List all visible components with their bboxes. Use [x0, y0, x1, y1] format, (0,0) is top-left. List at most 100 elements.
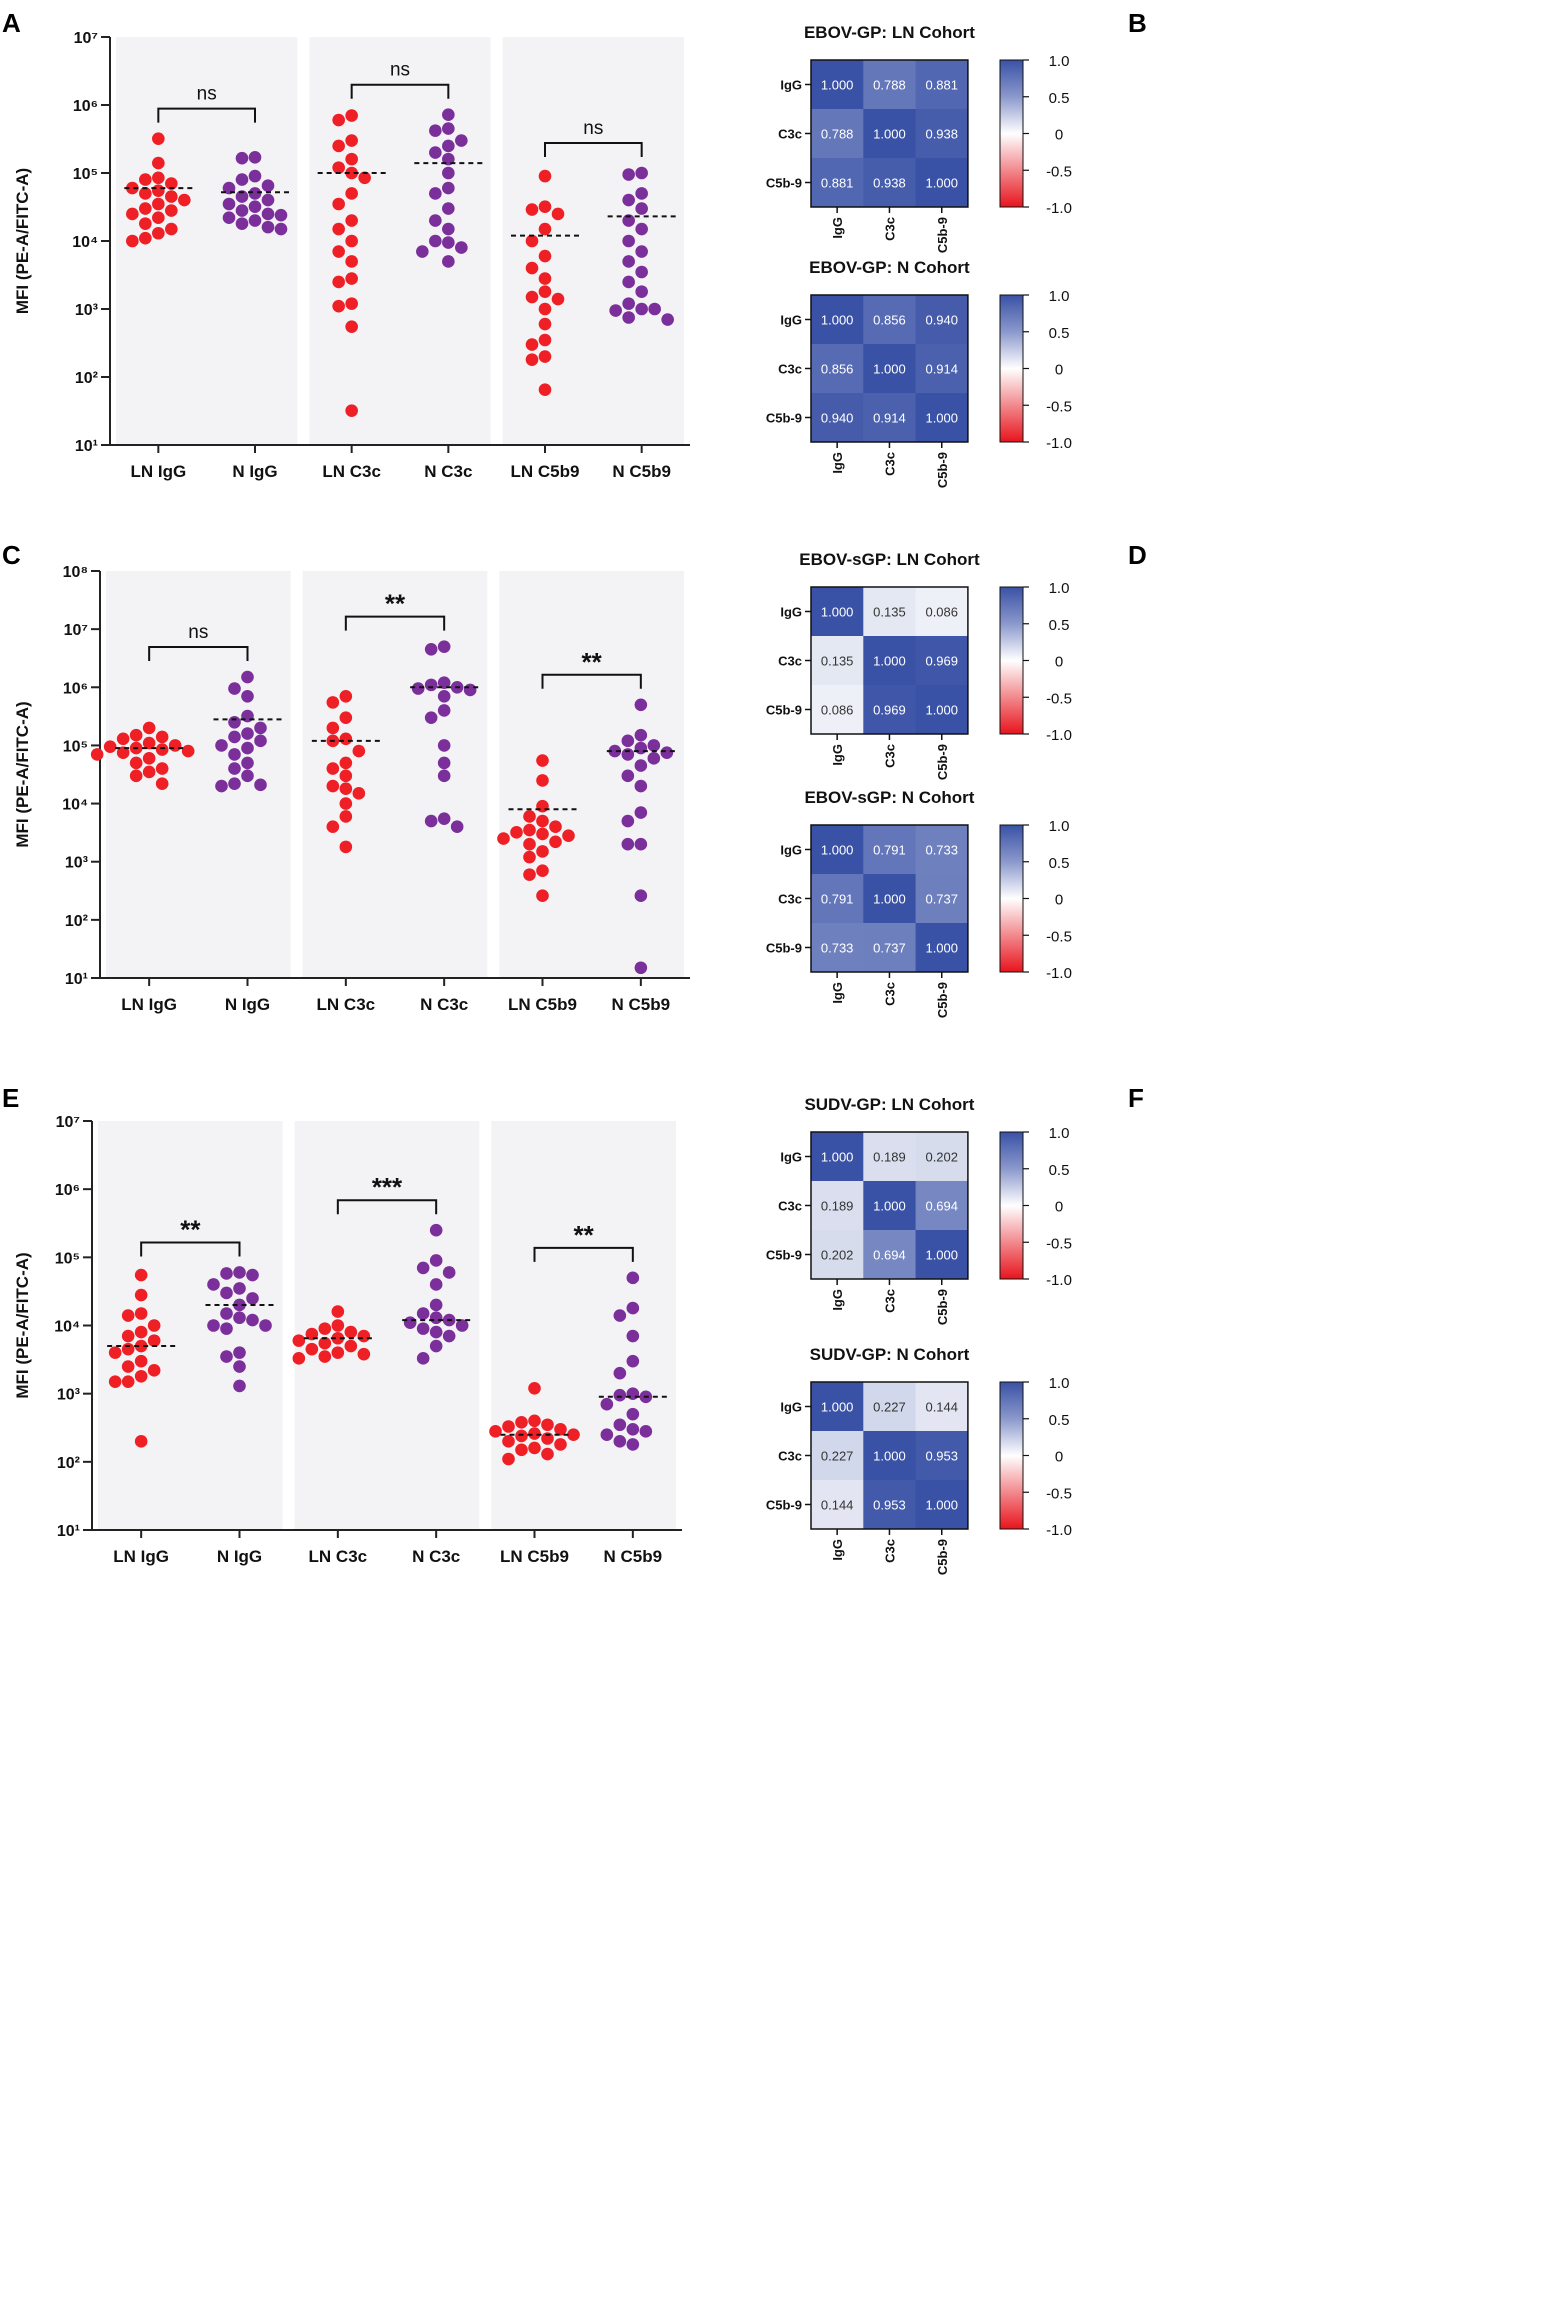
data-point	[147, 1334, 161, 1347]
significance-bracket	[157, 107, 256, 123]
data-point	[233, 1298, 246, 1312]
data-point	[339, 769, 353, 783]
heatmap-cell	[863, 825, 917, 875]
data-point	[345, 234, 358, 248]
significance-bracket	[148, 646, 249, 662]
data-point	[621, 837, 635, 851]
heatmap-value: 1.000	[873, 362, 906, 377]
data-point	[442, 108, 455, 122]
y-tick-label: 10⁴	[54, 1319, 80, 1336]
data-point	[326, 721, 340, 735]
data-point	[528, 1441, 541, 1455]
data-point	[442, 236, 455, 249]
data-point	[660, 746, 674, 759]
data-point	[246, 1313, 259, 1327]
heatmap-value: 1.000	[873, 892, 906, 907]
colorbar-tick-label: 0.5	[1049, 855, 1070, 872]
data-point	[463, 683, 477, 697]
data-point	[626, 1329, 640, 1343]
heatmap-value: 0.144	[821, 1498, 854, 1513]
data-point	[332, 222, 345, 236]
x-tick-label: LN C5b9	[511, 462, 580, 481]
data-point	[248, 151, 262, 164]
data-point	[228, 730, 241, 744]
data-point	[429, 1325, 443, 1339]
colorbar-tick-label: -1.0	[1046, 727, 1072, 744]
data-point	[339, 711, 353, 724]
data-point	[292, 1334, 306, 1347]
data-point	[248, 187, 262, 200]
data-point	[635, 222, 648, 236]
y-tick-label: 10⁷	[74, 30, 98, 47]
data-point	[233, 1360, 246, 1373]
heatmap-value: 0.135	[873, 605, 906, 620]
heatmap-value: 1.000	[925, 1248, 958, 1263]
significance-label: ns	[390, 60, 410, 81]
heatmap-col-label: IgG	[830, 744, 845, 766]
data-point	[626, 1387, 640, 1400]
data-point	[121, 1375, 135, 1388]
x-tick-label: N C3c	[412, 1547, 460, 1566]
data-point	[139, 173, 152, 186]
heatmap-value: 1.000	[925, 703, 958, 718]
heatmap-col-label: IgG	[830, 452, 845, 474]
heatmap-col-label: C3c	[882, 744, 897, 768]
data-point	[147, 1364, 161, 1377]
heatmap-value: 0.856	[873, 313, 906, 328]
heatmap-cell	[915, 1132, 969, 1182]
data-point	[345, 109, 358, 122]
heatmap-value: 1.000	[925, 411, 958, 426]
data-point	[254, 734, 267, 748]
colorbar-tick-label: -1.0	[1046, 1522, 1072, 1539]
data-point	[121, 1329, 135, 1343]
data-point	[554, 1438, 567, 1451]
data-point	[339, 689, 353, 703]
heatmap-cell	[915, 1480, 969, 1530]
significance-label: ns	[188, 622, 208, 643]
data-point	[331, 1305, 345, 1318]
data-point	[155, 743, 169, 756]
group-band	[309, 37, 491, 445]
heatmap-cell	[863, 158, 917, 208]
data-point	[332, 299, 345, 313]
data-point	[220, 1286, 233, 1300]
panel-letter: D	[1128, 540, 1147, 570]
heatmap-value: 1.000	[821, 605, 854, 620]
heatmap-cell	[811, 393, 864, 443]
colorbar	[999, 824, 1024, 973]
data-point	[152, 171, 165, 185]
data-point	[626, 1301, 640, 1315]
data-point	[538, 249, 552, 263]
heatmap-cell	[863, 923, 917, 973]
data-point	[538, 272, 552, 285]
colorbar-tick-label: 0	[1055, 1199, 1063, 1216]
data-point	[129, 756, 143, 770]
data-point	[254, 778, 267, 792]
heatmap-cell	[811, 295, 864, 345]
heatmap-title: EBOV-GP: N Cohort	[809, 258, 970, 277]
heatmap-value: 1.000	[821, 843, 854, 858]
data-point	[609, 304, 622, 317]
heatmap-cell	[863, 109, 917, 159]
data-point	[437, 756, 451, 770]
data-point	[142, 721, 156, 735]
significance-label: **	[180, 1214, 201, 1244]
data-point	[142, 736, 156, 750]
data-point	[442, 1266, 456, 1279]
group-band	[491, 1121, 676, 1530]
data-point	[318, 1336, 332, 1350]
data-point	[525, 234, 539, 248]
significance-bracket	[541, 673, 642, 689]
colorbar-tick-label: 0.5	[1049, 617, 1070, 634]
data-point	[222, 197, 236, 211]
heatmap-cell	[915, 393, 969, 443]
data-point	[437, 704, 451, 717]
x-tick-label: N C5b9	[604, 1547, 663, 1566]
data-point	[536, 845, 549, 858]
heatmap-value: 0.938	[873, 176, 906, 191]
heatmap-cell	[915, 344, 969, 394]
data-point	[442, 181, 455, 195]
data-point	[416, 1322, 430, 1335]
data-point	[139, 231, 152, 245]
data-point	[416, 1352, 430, 1365]
